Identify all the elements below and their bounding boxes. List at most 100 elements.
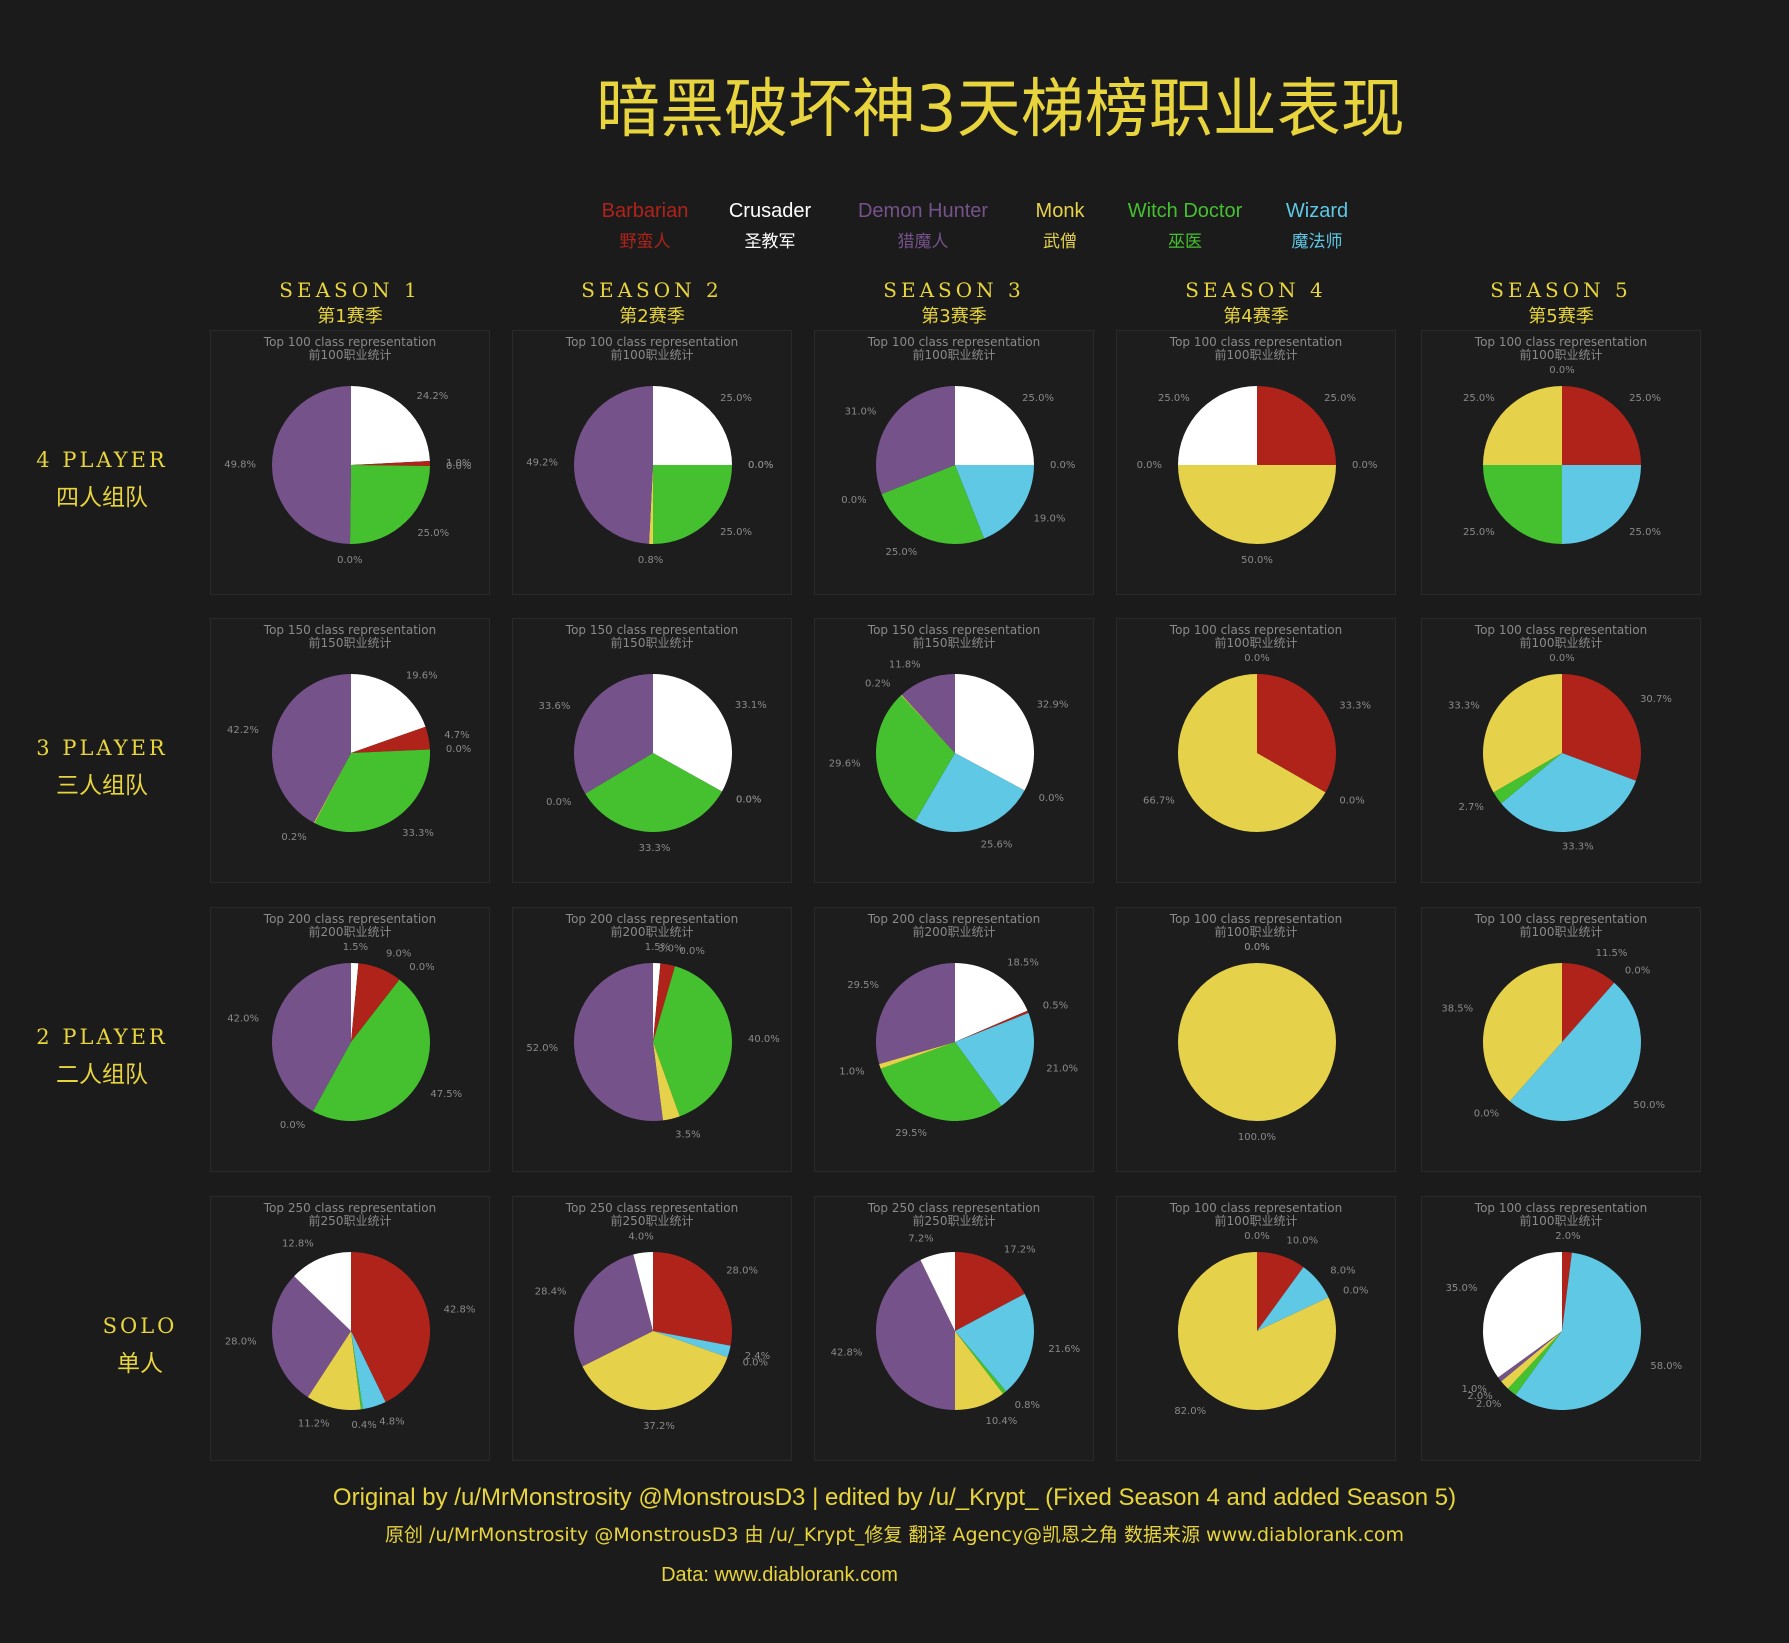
pie-slice <box>955 963 1028 1042</box>
pie-panel: 17.2% 21.6% 0.8% 10.4% 42.8% 7.2% Top 250 clas… <box>814 1196 1094 1461</box>
slice-percent-label: 24.2% <box>416 391 448 402</box>
legend-item: Demon Hunter 猎魔人 <box>838 200 1008 252</box>
slice-percent-label: 33.1% <box>735 700 767 711</box>
slice-percent-label: 1.0% <box>839 1066 864 1077</box>
pie-title-en: Top 100 class representation <box>1474 335 1648 349</box>
pie-slice <box>1178 465 1336 544</box>
slice-percent-label: 0.0% <box>1244 653 1269 664</box>
slice-percent-label: 0.0% <box>748 460 773 471</box>
pie-slice <box>574 674 653 794</box>
pie-panel: 0.0% 0.0% 100.0% Top 100 class representati… <box>1116 907 1396 1172</box>
pie-title-zh: 前100职业统计 <box>1214 925 1298 939</box>
slice-percent-label: 82.0% <box>1174 1406 1206 1417</box>
pie-slice <box>633 1252 653 1331</box>
slice-percent-label: 21.0% <box>1046 1064 1078 1075</box>
pie-slice <box>1501 1331 1562 1389</box>
slice-percent-label: 0.2% <box>865 678 890 689</box>
legend-label-zh: 武僧 <box>1043 232 1077 252</box>
pie-slice <box>1562 963 1615 1042</box>
slice-percent-label: 0.0% <box>280 1120 305 1131</box>
pie-slice <box>649 465 653 544</box>
slice-percent-label: 3.5% <box>675 1129 700 1140</box>
pie-title-en: Top 250 class representation <box>867 1201 1041 1215</box>
slice-percent-label: 0.8% <box>1015 1400 1040 1411</box>
slice-percent-label: 17.2% <box>1004 1245 1036 1256</box>
pie-title-en: Top 100 class representation <box>263 335 437 349</box>
pie-slice <box>574 1254 653 1367</box>
pie-title-en: Top 200 class representation <box>565 912 739 926</box>
legend-label-zh: 野蛮人 <box>619 232 671 252</box>
pie-panel: 30.7% 33.3% 2.7% 33.3% 0.0% Top 100 class rep… <box>1421 618 1701 883</box>
pie-chart: 42.8% 4.8%0.4% 11.2% 28.0% 12.8% <box>225 1239 476 1432</box>
pie-title-zh: 前250职业统计 <box>610 1214 694 1228</box>
slice-percent-label: 100.0% <box>1238 1132 1276 1143</box>
slice-percent-label: 0.2% <box>281 832 306 843</box>
slice-percent-label: 29.5% <box>847 980 879 991</box>
pie-title-zh: 前100职业统计 <box>1519 636 1603 650</box>
pie-title-en: Top 100 class representation <box>1474 623 1648 637</box>
slice-percent-label: 0.0% <box>1343 1286 1368 1297</box>
pie-title: Top 200 class representation 前200职业统计 <box>513 913 791 939</box>
pie-slice <box>1178 963 1336 1121</box>
pie-slice <box>1562 1252 1572 1331</box>
pie-slice <box>1257 1252 1304 1331</box>
pie-slice <box>955 1010 1029 1042</box>
pie-slice <box>1483 1252 1562 1378</box>
pie-title: Top 100 class representation 前100职业统计 <box>1422 1202 1700 1228</box>
pie-slice <box>955 1012 1034 1106</box>
slice-percent-label: 0.0% <box>409 962 434 973</box>
pie-slice <box>351 1252 430 1403</box>
pie-title: Top 100 class representation 前100职业统计 <box>1422 624 1700 650</box>
pie-panel: 25.0% 0.0% 19.0% 25.0% 0.0% 31.0% Top 100 clas… <box>814 330 1094 595</box>
slice-percent-label: 0.4% <box>351 1420 376 1431</box>
pie-title: Top 250 class representation 前250职业统计 <box>815 1202 1093 1228</box>
slice-percent-label: 18.5% <box>1007 958 1039 969</box>
pie-slice <box>955 1331 1007 1394</box>
slice-percent-label: 0.5% <box>1043 1001 1068 1012</box>
slice-percent-label: 50.0% <box>1633 1100 1665 1111</box>
slice-percent-label: 37.2% <box>643 1421 675 1432</box>
pie-chart: 33.3% 0.0% 66.7% 0.0% <box>1143 653 1371 832</box>
pie-slice <box>272 1276 351 1398</box>
pie-slice <box>915 753 1025 832</box>
slice-percent-label: 25.0% <box>1629 393 1661 404</box>
pie-slice <box>351 963 359 1042</box>
season-label: SEASON 3 <box>883 278 1025 302</box>
pie-title-en: Top 100 class representation <box>1474 1201 1648 1215</box>
slice-percent-label: 25.0% <box>417 528 449 539</box>
pie-panel: 25.0% 0.0% 0.0% 25.0% 0.8% 49.2% Top 100 class… <box>512 330 792 595</box>
pie-title-en: Top 100 class representation <box>1169 623 1343 637</box>
slice-percent-label: 0.0% <box>1549 365 1574 376</box>
pie-chart: 32.9% 0.0% 25.6% 29.6% 0.2% 11.8% <box>829 659 1069 850</box>
pie-title-zh: 前100职业统计 <box>1214 636 1298 650</box>
row-label: SOLO <box>102 1314 178 1338</box>
slice-percent-label: 7.2% <box>908 1233 933 1244</box>
slice-percent-label: 25.6% <box>981 839 1013 850</box>
season-label: SEASON 4 <box>1185 278 1327 302</box>
slice-percent-label: 1.0% <box>446 458 471 469</box>
slice-percent-label: 25.0% <box>1463 393 1495 404</box>
pie-panel: 42.8% 4.8% 0.4% 11.2% 28.0% 12.8% Top 250 clas… <box>210 1196 490 1461</box>
chart-title: 暗黑破坏神3天梯榜职业表现 <box>596 73 1405 147</box>
row-header: 4 PLAYER 四人组队 <box>17 448 187 512</box>
slice-percent-label: 42.2% <box>227 725 259 736</box>
pie-title-en: Top 150 class representation <box>867 623 1041 637</box>
pie-slice <box>1498 1331 1562 1382</box>
pie-title-zh: 前250职业统计 <box>308 1214 392 1228</box>
pie-title-zh: 前150职业统计 <box>912 636 996 650</box>
slice-percent-label: 28.4% <box>535 1287 567 1298</box>
pie-panel: 11.5% 0.0% 50.0% 0.0% 38.5% Top 100 class rep… <box>1421 907 1701 1172</box>
pie-slice <box>653 966 732 1117</box>
slice-percent-label: 0.0% <box>1339 795 1364 806</box>
pie-title-en: Top 150 class representation <box>565 623 739 637</box>
slice-percent-label: 28.0% <box>225 1337 257 1348</box>
slice-percent-label: 0.0% <box>446 744 471 755</box>
pie-slice <box>1501 753 1636 832</box>
pie-slice <box>876 695 955 822</box>
row-label: 2 PLAYER <box>36 1025 168 1049</box>
slice-percent-label: 19.0% <box>1034 513 1066 524</box>
pie-chart: 1.5%3.0%0.0% 40.0% 3.5% 52.0% <box>526 942 779 1140</box>
pie-title-en: Top 200 class representation <box>263 912 437 926</box>
legend-label: Wizard <box>1285 200 1349 222</box>
pie-slice <box>1483 386 1562 465</box>
